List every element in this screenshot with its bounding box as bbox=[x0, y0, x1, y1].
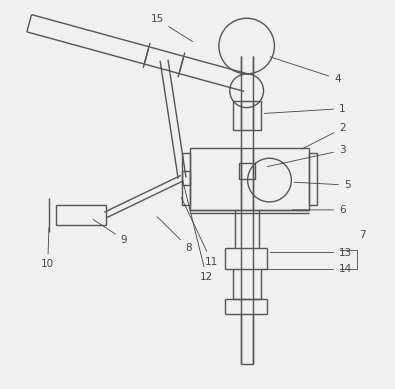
Bar bbox=[239, 163, 255, 179]
Text: 4: 4 bbox=[270, 57, 340, 84]
Text: 6: 6 bbox=[292, 205, 346, 215]
Text: 1: 1 bbox=[264, 103, 346, 114]
Text: 14: 14 bbox=[263, 265, 352, 275]
Text: 2: 2 bbox=[302, 123, 346, 149]
Text: 9: 9 bbox=[93, 219, 127, 245]
Bar bbox=[309, 153, 317, 205]
Text: 13: 13 bbox=[270, 247, 352, 258]
Text: 15: 15 bbox=[150, 14, 193, 42]
Text: 8: 8 bbox=[157, 217, 192, 252]
Text: 12: 12 bbox=[183, 181, 213, 282]
Text: 10: 10 bbox=[41, 228, 54, 270]
Text: 3: 3 bbox=[267, 145, 346, 166]
Bar bbox=[182, 153, 190, 205]
Bar bbox=[190, 148, 309, 210]
Text: 5: 5 bbox=[294, 180, 351, 190]
Bar bbox=[182, 171, 190, 185]
Text: 11: 11 bbox=[181, 198, 218, 266]
Bar bbox=[56, 205, 105, 225]
Text: 7: 7 bbox=[359, 230, 365, 240]
Bar bbox=[233, 101, 261, 130]
